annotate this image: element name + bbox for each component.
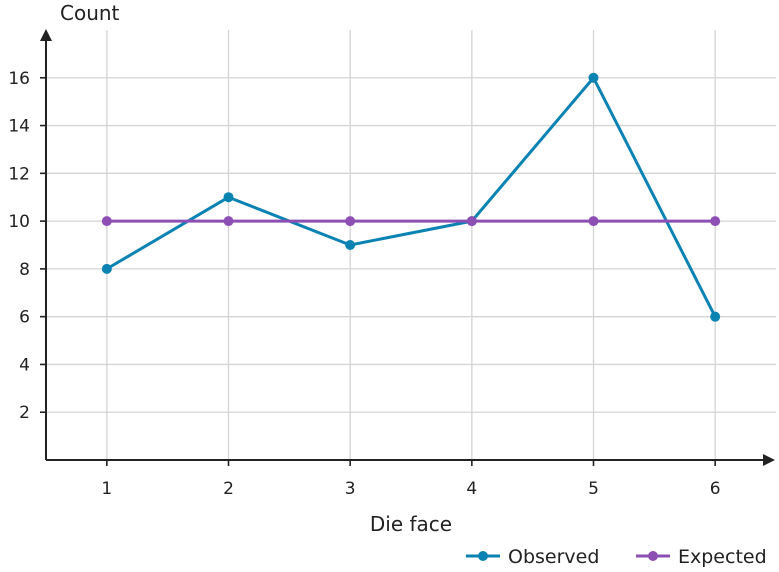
y-axis-title: Count xyxy=(60,1,120,25)
legend-label: Observed xyxy=(508,546,599,568)
y-tick-label: 16 xyxy=(8,69,30,89)
x-tick-label: 5 xyxy=(588,479,599,499)
y-tick-label: 8 xyxy=(19,260,30,280)
legend-swatch-marker xyxy=(648,551,658,561)
data-point-observed xyxy=(223,192,234,203)
data-point-expected xyxy=(466,216,477,227)
data-point-expected xyxy=(223,216,234,227)
data-point-expected xyxy=(345,216,356,227)
y-tick-label: 12 xyxy=(8,164,30,184)
series-observed xyxy=(101,72,721,322)
legend-item-observed: Observed xyxy=(466,546,599,568)
data-point-expected xyxy=(710,216,721,227)
data-point-observed xyxy=(345,240,356,250)
x-tick-label: 2 xyxy=(223,479,234,499)
y-tick-label: 2 xyxy=(19,403,30,423)
legend: Observed Expected xyxy=(466,546,767,568)
series xyxy=(101,72,721,322)
y-tick-label: 4 xyxy=(19,355,30,375)
series-expected xyxy=(101,216,721,227)
data-point-observed xyxy=(101,263,112,274)
y-axis-arrow xyxy=(40,29,52,41)
x-axis-title: Die face xyxy=(370,512,452,536)
legend-swatch-marker xyxy=(478,551,488,561)
axes xyxy=(40,29,775,466)
x-tick-label: 3 xyxy=(345,479,356,499)
legend-item-expected: Expected xyxy=(636,546,767,568)
x-tick-label: 1 xyxy=(101,479,112,499)
legend-label: Expected xyxy=(678,546,767,568)
series-line-observed xyxy=(106,76,717,318)
data-point-observed xyxy=(710,311,721,322)
data-point-observed xyxy=(588,72,599,83)
x-tick-label: 4 xyxy=(466,479,477,499)
data-point-expected xyxy=(101,216,112,227)
x-tick-label: 6 xyxy=(710,479,721,499)
x-axis-arrow xyxy=(763,454,775,466)
grid xyxy=(46,30,776,460)
y-tick-label: 14 xyxy=(8,117,30,137)
y-tick-label: 10 xyxy=(8,212,30,232)
y-tick-label: 6 xyxy=(19,308,30,328)
data-point-expected xyxy=(588,216,599,227)
